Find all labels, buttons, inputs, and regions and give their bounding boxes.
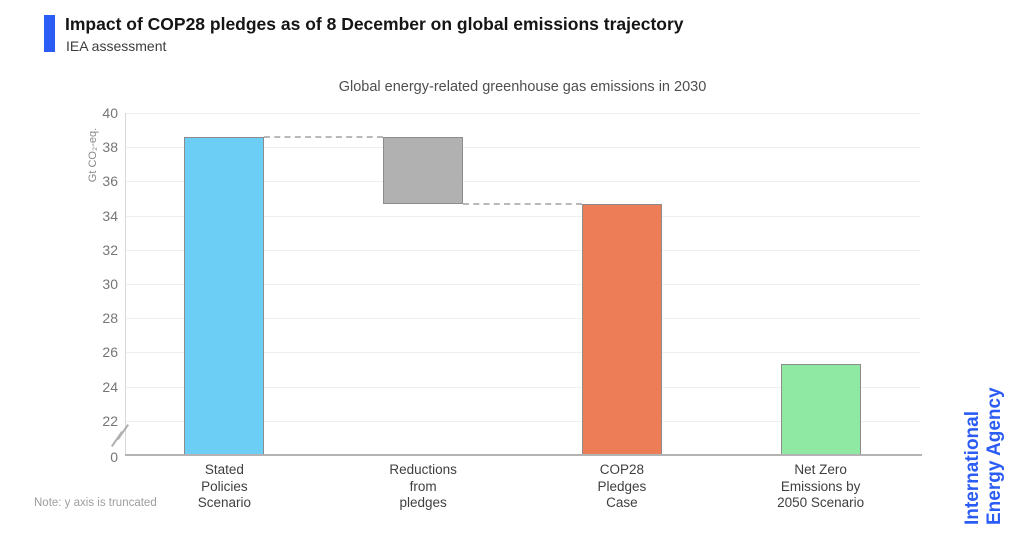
gridline: [126, 318, 920, 320]
x-tick-label-line: pledges: [399, 495, 447, 510]
x-axis-line: [125, 454, 922, 456]
gridline: [126, 181, 920, 183]
footnote: Note: y axis is truncated: [34, 497, 157, 509]
axis-break-mark: [117, 424, 129, 440]
x-tick-label-line: Reductions: [389, 462, 457, 477]
x-tick-label: Net Zero Emissions by 2050 Scenario: [731, 462, 911, 512]
iea-logo-line1: International: [962, 410, 983, 525]
x-tick-label-line: Case: [606, 495, 638, 510]
x-tick-label-line: from: [409, 478, 437, 494]
y-tick-label: 28: [102, 310, 118, 327]
y-tick-label: 26: [102, 344, 118, 361]
x-tick-label: Reductions from pledges: [333, 462, 513, 512]
x-tick-label-line: COP28: [599, 462, 645, 477]
x-tick-label: Stated Policies Scenario: [134, 462, 314, 512]
page-title: Impact of COP28 pledges as of 8 December…: [65, 14, 684, 34]
y-tick-label: 36: [102, 173, 118, 190]
x-tick-label-line: 2050 Scenario: [777, 495, 865, 510]
y-tick-label: 34: [102, 207, 118, 224]
gridline: [126, 420, 920, 422]
gridline: [126, 386, 920, 388]
chart-title: Global energy-related greenhouse gas emi…: [338, 79, 707, 95]
y-tick-label: 32: [102, 241, 118, 258]
y-tick-label: 38: [102, 139, 118, 156]
x-tick-label-line: Policies: [201, 478, 248, 494]
y-tick-label: 24: [102, 378, 118, 395]
y-tick-label: 40: [102, 105, 118, 121]
gridline: [126, 147, 920, 149]
gridline: [126, 249, 920, 251]
connector-dashed-line: [463, 202, 582, 205]
page-subtitle: IEA assessment: [66, 38, 167, 54]
x-tick-label: COP28 Pledges Case: [532, 462, 712, 512]
y-tick-label: 0: [110, 449, 118, 465]
x-tick-label-line: Pledges: [597, 478, 647, 494]
gridline: [126, 352, 920, 354]
iea-logo-line2: Energy Agency: [983, 387, 1005, 525]
y-tick-label: 22: [102, 412, 118, 429]
iea-logo-wordmark: International Energy Agency: [962, 325, 1006, 525]
gridline: [126, 215, 920, 217]
accent-bar: [44, 15, 55, 52]
chart-bar: [581, 203, 662, 455]
y-axis-label: Gt CO₂-eq.: [87, 127, 99, 183]
chart-bar: [780, 364, 861, 455]
x-tick-label-line: Emissions by: [780, 478, 861, 494]
gridline: [126, 113, 920, 114]
y-axis-line: [125, 113, 126, 455]
chart-bar: [383, 136, 464, 204]
gridline: [126, 284, 920, 285]
chart-bar: [184, 136, 265, 455]
x-tick-label-line: Net Zero: [794, 462, 847, 477]
connector-dashed-line: [264, 135, 384, 138]
y-tick-label: 30: [102, 276, 118, 292]
x-tick-label-line: Stated: [204, 462, 244, 477]
x-tick-label-line: Scenario: [197, 495, 252, 510]
